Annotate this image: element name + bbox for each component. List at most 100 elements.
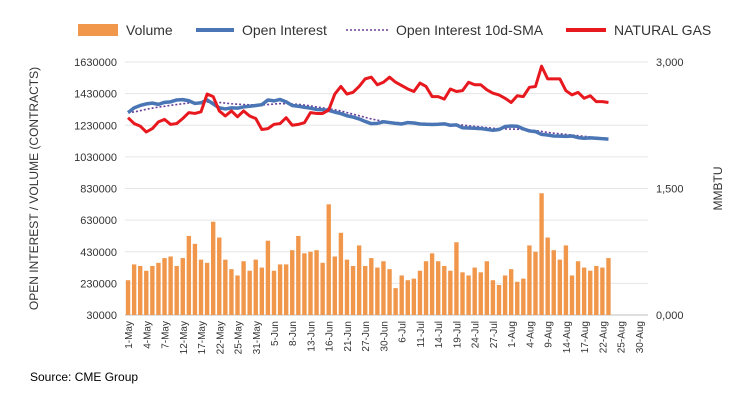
x-tick-label: 22-Aug <box>598 321 609 353</box>
volume-bar <box>308 251 313 315</box>
x-tick-label: 13-Jun <box>306 321 317 352</box>
volume-bar <box>417 270 423 315</box>
x-tick-label: 17-May <box>197 321 208 354</box>
volume-bar <box>277 264 283 315</box>
right-axis-title: MMBTU <box>711 167 725 211</box>
volume-bar <box>162 258 167 315</box>
x-tick-label: 30-Jun <box>379 321 390 352</box>
volume-bar <box>557 259 563 315</box>
volume-bar <box>606 258 611 315</box>
volume-bar <box>454 242 459 315</box>
source-note: Source: CME Group <box>30 370 139 384</box>
volume-bar <box>399 275 404 315</box>
volume-bar <box>363 265 368 315</box>
volume-bar <box>478 272 483 315</box>
volume-bar <box>223 259 228 315</box>
left-tick-label: 1030000 <box>74 152 117 164</box>
legend-volume-label: Volume <box>126 22 173 38</box>
volume-bar <box>551 250 556 315</box>
left-tick-label: 1430000 <box>74 89 117 101</box>
x-tick-label: 4-May <box>142 321 153 349</box>
x-tick-label: 1-May <box>124 321 135 349</box>
volume-bar <box>581 267 587 315</box>
volume-bar <box>466 275 471 315</box>
volume-bar <box>502 275 508 315</box>
volume-bar <box>350 265 356 315</box>
x-tick-label: 16-Jun <box>325 321 336 352</box>
volume-bar <box>521 278 526 315</box>
volume-bar <box>229 269 234 315</box>
volume-bar <box>442 265 447 315</box>
volume-bar <box>174 265 179 315</box>
volume-bar <box>539 193 544 315</box>
volume-bar <box>490 280 496 315</box>
volume-bar <box>302 253 307 315</box>
volume-bar <box>150 265 155 315</box>
volume-bar <box>314 250 319 315</box>
x-tick-label: 11-Jul <box>416 321 427 348</box>
volume-bar <box>253 259 258 315</box>
volume-bar <box>484 261 490 315</box>
x-tick-label: 25-Aug <box>617 321 628 353</box>
x-tick-label: 31-May <box>252 321 263 354</box>
volume-bar <box>247 270 252 315</box>
x-tick-label: 6-Jul <box>398 321 409 343</box>
volume-bar <box>423 261 429 315</box>
volume-bar <box>575 261 581 315</box>
volume-bar <box>375 267 380 315</box>
volume-bar <box>131 264 137 315</box>
volume-bar <box>405 280 410 315</box>
volume-bar <box>156 262 161 315</box>
x-tick-label: 9-Aug <box>544 321 555 348</box>
x-tick-label: 27-Jun <box>361 321 372 352</box>
volume-bar <box>496 284 502 315</box>
volume-bar <box>186 235 192 315</box>
volume-bar <box>472 267 477 315</box>
legend-volume-swatch <box>78 24 118 36</box>
volume-bar <box>436 261 441 315</box>
legend-open-interest-label: Open Interest <box>242 22 327 38</box>
x-tick-label: 7-May <box>161 321 172 349</box>
legend-oi-sma-label: Open Interest 10d-SMA <box>396 22 544 38</box>
volume-bar <box>338 232 344 315</box>
volume-bar <box>180 258 185 315</box>
left-tick-label: 830000 <box>80 184 117 196</box>
volume-bar <box>588 270 593 315</box>
volume-bar <box>429 253 435 315</box>
volume-bar <box>356 245 362 315</box>
volume-bar <box>332 256 337 315</box>
right-tick-label: 0,000 <box>656 310 684 322</box>
volume-bar <box>138 265 143 315</box>
volume-bar <box>369 258 374 315</box>
volume-bar <box>290 250 295 315</box>
x-tick-label: 14-Aug <box>562 321 573 353</box>
volume-bar <box>125 280 131 315</box>
left-axis-title: OPEN INTEREST / VOLUME (CONTRACTS) <box>27 67 41 310</box>
x-tick-label: 5-Jun <box>270 321 281 346</box>
right-tick-label: 3,000 <box>656 57 684 69</box>
volume-bar <box>192 243 198 315</box>
volume-bar <box>545 237 550 315</box>
x-tick-label: 25-May <box>234 321 245 354</box>
x-tick-label: 4-Aug <box>525 321 536 348</box>
volume-bar <box>344 259 350 315</box>
volume-bar <box>296 235 301 315</box>
x-tick-label: 8-Jun <box>288 321 299 346</box>
volume-bar <box>508 269 514 315</box>
volume-bar <box>600 267 605 315</box>
volume-bar <box>259 267 265 315</box>
left-tick-label: 30000 <box>86 310 117 322</box>
legend-natural-gas-label: NATURAL GAS <box>614 22 711 38</box>
volume-bar <box>563 245 569 315</box>
x-tick-label: 1-Aug <box>507 321 518 348</box>
volume-bar <box>393 288 398 315</box>
x-tick-label: 12-May <box>179 321 190 354</box>
volume-bar <box>326 204 331 315</box>
volume-bar <box>204 262 210 315</box>
x-tick-label: 27-Jul <box>489 321 500 348</box>
x-tick-label: 24-Jul <box>471 321 482 348</box>
volume-bar <box>569 275 575 315</box>
volume-bar <box>241 261 246 315</box>
volume-bar <box>210 221 216 315</box>
